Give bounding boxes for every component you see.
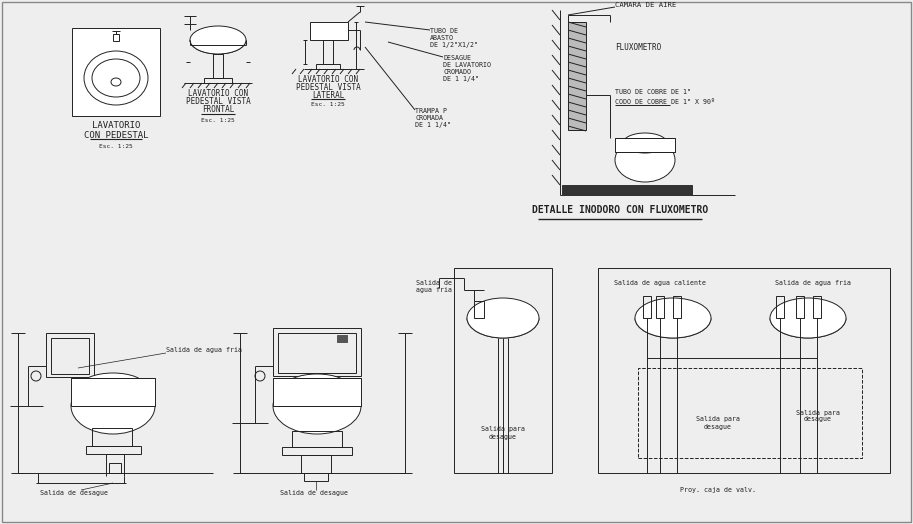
Text: LAVATORIO: LAVATORIO	[92, 122, 141, 130]
Text: Salida de agua fria: Salida de agua fria	[775, 280, 851, 286]
Text: Salida de agua fria: Salida de agua fria	[166, 347, 242, 353]
Text: PEDESTAL VISTA: PEDESTAL VISTA	[296, 82, 361, 92]
Bar	[72, 28, 160, 116]
Text: DETALLE INODORO CON FLUXOMETRO: DETALLE INODORO CON FLUXOMETRO	[532, 205, 708, 215]
Text: DESAGUE
DE LAVATORIO
CROMADO
DE 1 1/4": DESAGUE DE LAVATORIO CROMADO DE 1 1/4"	[443, 55, 491, 82]
Text: FRONTAL: FRONTAL	[202, 105, 235, 115]
Bar	[273, 378, 361, 406]
Bar	[46, 333, 94, 377]
Text: Salida para
desague: Salida para desague	[696, 417, 740, 430]
Ellipse shape	[81, 373, 145, 399]
Bar	[598, 268, 890, 473]
Bar	[213, 54, 223, 78]
Text: TUBO DE COBRE DE 1": TUBO DE COBRE DE 1"	[615, 89, 691, 95]
Ellipse shape	[71, 378, 155, 434]
Bar	[71, 378, 155, 406]
Text: Salida de desague: Salida de desague	[40, 490, 108, 496]
Bar	[813, 296, 821, 318]
Text: Salida de desague: Salida de desague	[280, 490, 348, 496]
Bar	[454, 268, 552, 473]
Bar	[282, 447, 352, 455]
Bar	[310, 22, 348, 40]
Text: LAVATORIO CON: LAVATORIO CON	[188, 90, 248, 99]
Text: PEDESTAL VISTA: PEDESTAL VISTA	[185, 97, 250, 106]
Bar	[474, 301, 484, 318]
Text: CODO DE COBRE DE 1" X 90º: CODO DE COBRE DE 1" X 90º	[615, 99, 715, 105]
Ellipse shape	[284, 374, 350, 402]
Ellipse shape	[467, 298, 539, 338]
Ellipse shape	[770, 298, 846, 338]
Bar	[86, 446, 141, 454]
Text: Esc. 1:25: Esc. 1:25	[100, 144, 133, 148]
Text: Proy. caja de valv.: Proy. caja de valv.	[680, 487, 756, 493]
Text: LATERAL: LATERAL	[312, 91, 344, 100]
Bar	[656, 296, 664, 318]
Bar	[109, 463, 121, 473]
Ellipse shape	[273, 378, 361, 434]
Bar	[615, 138, 675, 152]
Bar	[776, 296, 784, 318]
Bar	[337, 335, 347, 342]
Bar	[638, 368, 862, 458]
Bar	[273, 328, 361, 376]
Text: Salida de agua caliente: Salida de agua caliente	[614, 280, 706, 286]
Bar	[796, 296, 804, 318]
Bar	[92, 428, 132, 446]
Ellipse shape	[615, 138, 675, 182]
Ellipse shape	[623, 133, 667, 153]
Bar	[316, 64, 340, 69]
Text: Salida para
desague: Salida para desague	[481, 427, 525, 440]
Bar	[113, 34, 119, 41]
Bar	[568, 22, 586, 130]
Bar	[562, 185, 692, 195]
Text: Salida para
desague: Salida para desague	[796, 409, 840, 422]
Text: TUBO DE
ABASTO
DE 1/2"X1/2": TUBO DE ABASTO DE 1/2"X1/2"	[430, 28, 478, 48]
Text: Esc. 1:25: Esc. 1:25	[201, 117, 235, 123]
Ellipse shape	[84, 51, 148, 105]
Bar	[323, 40, 333, 64]
Bar	[304, 473, 328, 481]
Text: Salida de
agua fria: Salida de agua fria	[416, 280, 452, 293]
Bar	[51, 338, 89, 374]
Bar	[204, 78, 232, 83]
Bar	[301, 455, 331, 473]
Bar	[673, 296, 681, 318]
Bar	[643, 296, 651, 318]
Ellipse shape	[635, 298, 711, 338]
Text: TRAMPA P
CROMADA
DE 1 1/4": TRAMPA P CROMADA DE 1 1/4"	[415, 108, 451, 128]
Text: CON PEDESTAL: CON PEDESTAL	[84, 130, 148, 139]
Text: LAVATORIO CON: LAVATORIO CON	[298, 74, 358, 83]
Text: CAMARA DE AIRE: CAMARA DE AIRE	[615, 2, 677, 8]
Text: FLUXOMETRO: FLUXOMETRO	[615, 43, 661, 52]
Ellipse shape	[190, 26, 246, 54]
Bar	[106, 454, 124, 473]
Bar	[292, 431, 342, 447]
Bar	[278, 333, 356, 373]
Text: Esc. 1:25: Esc. 1:25	[311, 103, 345, 107]
